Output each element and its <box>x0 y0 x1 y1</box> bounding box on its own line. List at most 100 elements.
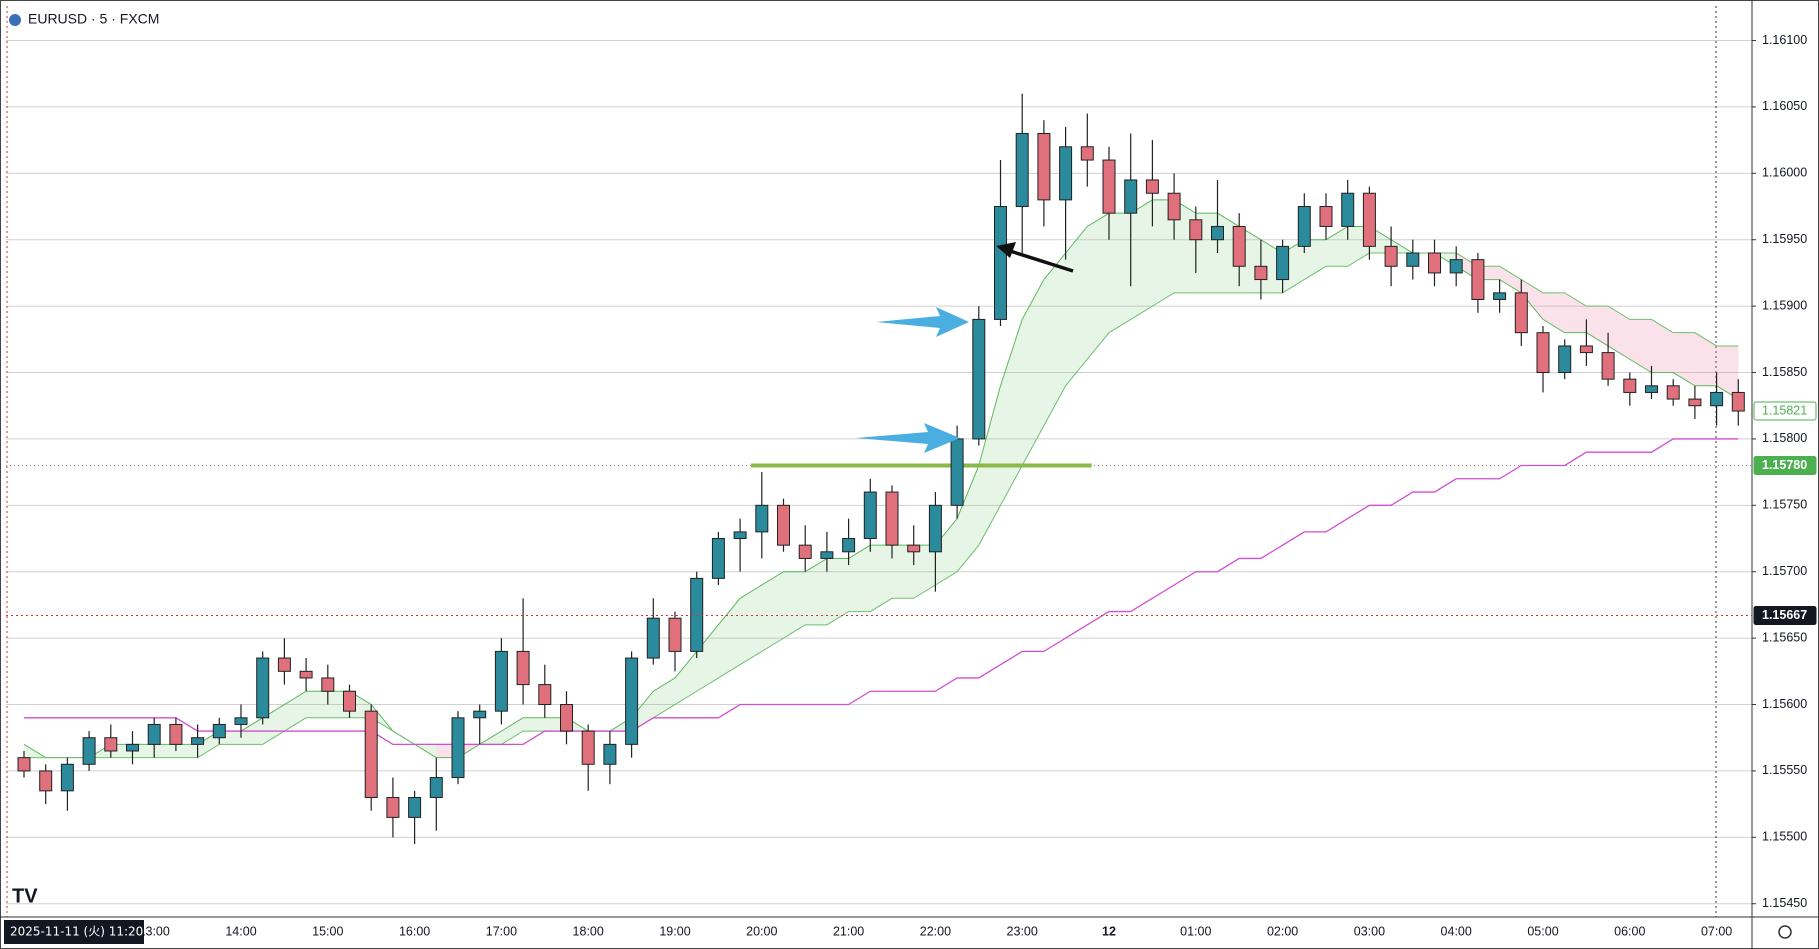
logo: TV <box>12 885 38 907</box>
band-fill <box>826 558 849 625</box>
x-tick-label: 05:00 <box>1527 924 1558 938</box>
grid-layer <box>6 6 1752 917</box>
candle-body <box>1037 132 1051 201</box>
x-tick-label: 19:00 <box>659 924 690 938</box>
band-fill <box>696 624 719 692</box>
x-tick-label: 18:00 <box>573 924 604 938</box>
candle-body <box>646 617 660 659</box>
candle-body <box>1449 259 1463 274</box>
candle-body <box>343 690 356 712</box>
candle-body <box>560 704 573 732</box>
x-tick-label: 13:00 <box>139 924 170 938</box>
candle-body <box>1167 192 1181 221</box>
y-tick-label: 1.15500 <box>1762 830 1807 844</box>
candle-body <box>1059 146 1073 201</box>
chart-title: EURUSD · 5 · FXCM <box>28 11 159 27</box>
candle-body <box>798 544 812 559</box>
candle-body <box>1406 252 1420 267</box>
candle-body <box>733 531 747 540</box>
slow-ma-line <box>24 252 1739 759</box>
band-fill <box>1109 213 1131 333</box>
price-label-box <box>1753 401 1817 421</box>
candle-body <box>950 438 964 506</box>
crosshair-time-box <box>4 920 144 944</box>
band-fill <box>913 545 936 599</box>
x-tick-label: 21:00 <box>833 924 864 938</box>
candle-body <box>928 504 942 553</box>
candle-body <box>429 777 443 798</box>
candle-body <box>1384 245 1398 267</box>
x-tick-label: 01:00 <box>1180 924 1211 938</box>
candle-body <box>1362 192 1376 247</box>
candle-body <box>1493 292 1507 300</box>
settings-icon[interactable] <box>1778 925 1792 939</box>
band-fill <box>1608 306 1630 360</box>
band-fill <box>892 545 914 599</box>
candle-body <box>1623 378 1637 393</box>
y-tick-label: 1.16050 <box>1762 99 1807 113</box>
candle-body <box>82 737 96 765</box>
band-fill <box>262 704 285 745</box>
band-fill <box>761 571 784 652</box>
y-tick-label: 1.15750 <box>1762 498 1807 512</box>
candle-body <box>1276 245 1290 281</box>
x-tick-label: 17:00 <box>486 924 517 938</box>
annotation-arrow <box>856 423 960 453</box>
band-fill <box>805 558 827 625</box>
candle-body <box>1211 225 1224 241</box>
candle-body <box>711 538 725 579</box>
band-fill <box>175 744 198 758</box>
candle-body <box>1341 192 1355 227</box>
candle-body <box>147 723 161 745</box>
candle-body <box>1688 398 1702 407</box>
crosshair-time: 2025-11-11 (火) 11:20 <box>10 925 143 939</box>
price-label: 1.15780 <box>1762 458 1807 472</box>
x-tick-label: 07:00 <box>1701 924 1732 938</box>
candle-body <box>625 657 639 745</box>
long-ma-line <box>24 438 1739 746</box>
candle-body <box>234 717 248 725</box>
band-fill <box>653 677 675 718</box>
candle-body <box>777 504 790 546</box>
x-tick-label: 06:00 <box>1614 924 1645 938</box>
candle-body <box>1080 146 1094 161</box>
price-label-box <box>1753 606 1817 626</box>
candle-body <box>1471 259 1485 300</box>
candle-body <box>994 206 1007 320</box>
candle-body <box>1731 391 1745 412</box>
candle-body <box>126 743 139 752</box>
candle-body <box>1145 179 1159 194</box>
y-tick-label: 1.15700 <box>1762 564 1807 578</box>
annotation-arrow <box>876 307 969 337</box>
candle-body <box>408 796 422 818</box>
candle-body <box>1102 159 1116 214</box>
candle-body <box>1558 345 1572 374</box>
candle-body <box>1666 385 1680 400</box>
band-fill <box>1152 199 1175 307</box>
candle-body <box>1514 292 1528 334</box>
candle-body <box>1428 252 1441 274</box>
band-fill <box>1043 253 1066 426</box>
band-layer <box>24 199 1739 758</box>
candle-body <box>581 730 595 765</box>
candle-body <box>1579 345 1593 354</box>
band-fill <box>1586 306 1609 346</box>
x-tick-label: 12 <box>1102 924 1116 938</box>
y-tick-label: 1.15650 <box>1762 630 1807 644</box>
candle-body <box>603 743 617 765</box>
candle-body <box>299 670 313 679</box>
band-fill <box>1065 226 1088 386</box>
band-fill <box>1651 319 1674 373</box>
candle-body <box>907 544 921 553</box>
band-fill <box>1673 332 1695 386</box>
candle-body <box>1232 225 1246 267</box>
x-tick-label: 22:00 <box>920 924 951 938</box>
candle-body <box>1015 132 1029 208</box>
candle-body <box>60 763 74 792</box>
candle-body <box>39 770 53 792</box>
candle-body <box>538 684 552 706</box>
y-tick-label: 1.15450 <box>1762 896 1807 910</box>
y-tick-label: 1.15800 <box>1762 431 1807 445</box>
candle-body <box>863 491 877 540</box>
